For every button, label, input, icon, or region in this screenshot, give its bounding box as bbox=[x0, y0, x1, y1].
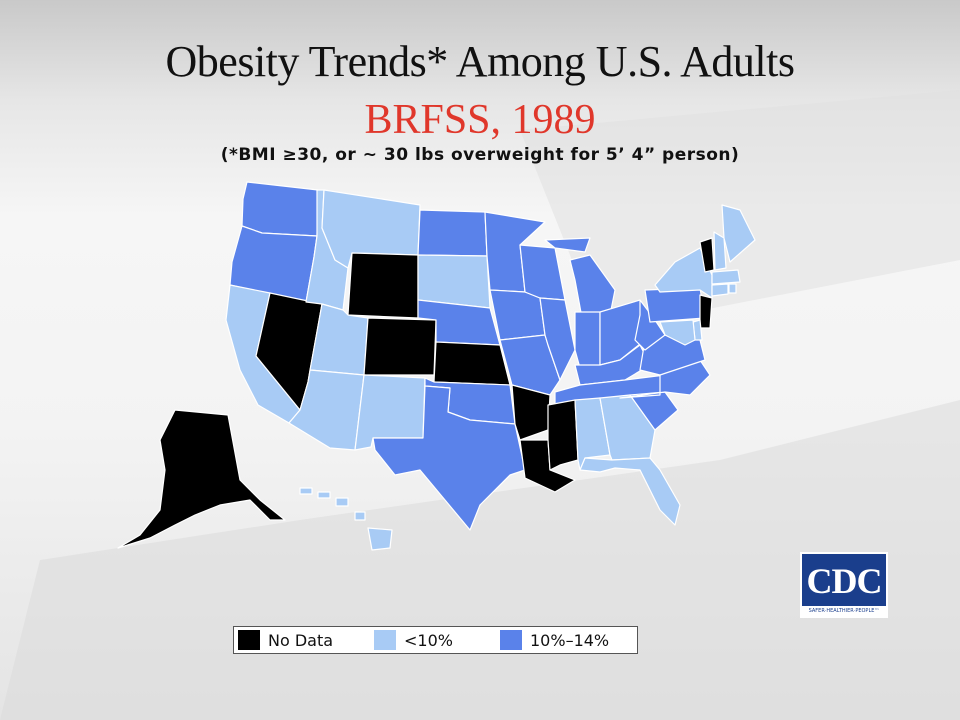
cdc-tagline: SAFER·HEALTHIER·PEOPLE™ bbox=[808, 608, 880, 614]
state-connecticut bbox=[711, 283, 729, 297]
state-iowa bbox=[489, 289, 546, 341]
page-subtitle: BRFSS, 1989 bbox=[364, 97, 596, 143]
state-massachusetts bbox=[711, 269, 741, 285]
state-kansas bbox=[433, 341, 511, 386]
state-maine bbox=[721, 204, 756, 263]
state-indiana bbox=[574, 311, 601, 369]
state-north-dakota bbox=[417, 209, 488, 257]
state-wyoming bbox=[347, 252, 419, 319]
cdc-logo: CDC SAFER·HEALTHIER·PEOPLE™ bbox=[800, 552, 888, 618]
state-mississippi bbox=[547, 399, 579, 471]
state-colorado bbox=[363, 317, 437, 376]
page-title: Obesity Trends* Among U.S. Adults bbox=[165, 37, 795, 86]
legend-swatch-no-data bbox=[238, 630, 260, 650]
state-arizona bbox=[288, 369, 365, 451]
state-alaska bbox=[117, 409, 286, 549]
state-rhode-island bbox=[728, 283, 737, 294]
legend-swatch-10-14 bbox=[500, 630, 522, 650]
state-illinois bbox=[539, 297, 576, 381]
legend-swatch-lt10 bbox=[374, 630, 396, 650]
state-hawaii bbox=[299, 487, 393, 551]
us-states-map bbox=[117, 181, 756, 551]
legend-label-10-14: 10%–14% bbox=[530, 631, 610, 650]
state-maryland bbox=[659, 319, 696, 346]
state-vermont bbox=[699, 237, 715, 273]
state-new-hampshire bbox=[713, 231, 727, 271]
legend-label-no-data: No Data bbox=[268, 631, 334, 650]
legend-label-lt10: <10% bbox=[404, 631, 453, 650]
state-south-dakota bbox=[417, 254, 491, 309]
map-legend: No Data <10% 10%–14% bbox=[233, 626, 638, 654]
state-texas bbox=[372, 385, 526, 531]
state-pennsylvania bbox=[644, 287, 706, 323]
cdc-logo-box: CDC bbox=[802, 554, 886, 606]
state-wisconsin bbox=[519, 244, 566, 301]
state-new-jersey bbox=[699, 294, 713, 329]
bmi-note: (*BMI ≥30, or ~ 30 lbs overweight for 5’… bbox=[220, 145, 740, 165]
cdc-logo-text: CDC bbox=[806, 561, 883, 601]
state-north-carolina bbox=[619, 359, 711, 399]
state-florida bbox=[579, 457, 681, 526]
state-arkansas bbox=[511, 384, 551, 441]
state-washington bbox=[241, 181, 319, 237]
